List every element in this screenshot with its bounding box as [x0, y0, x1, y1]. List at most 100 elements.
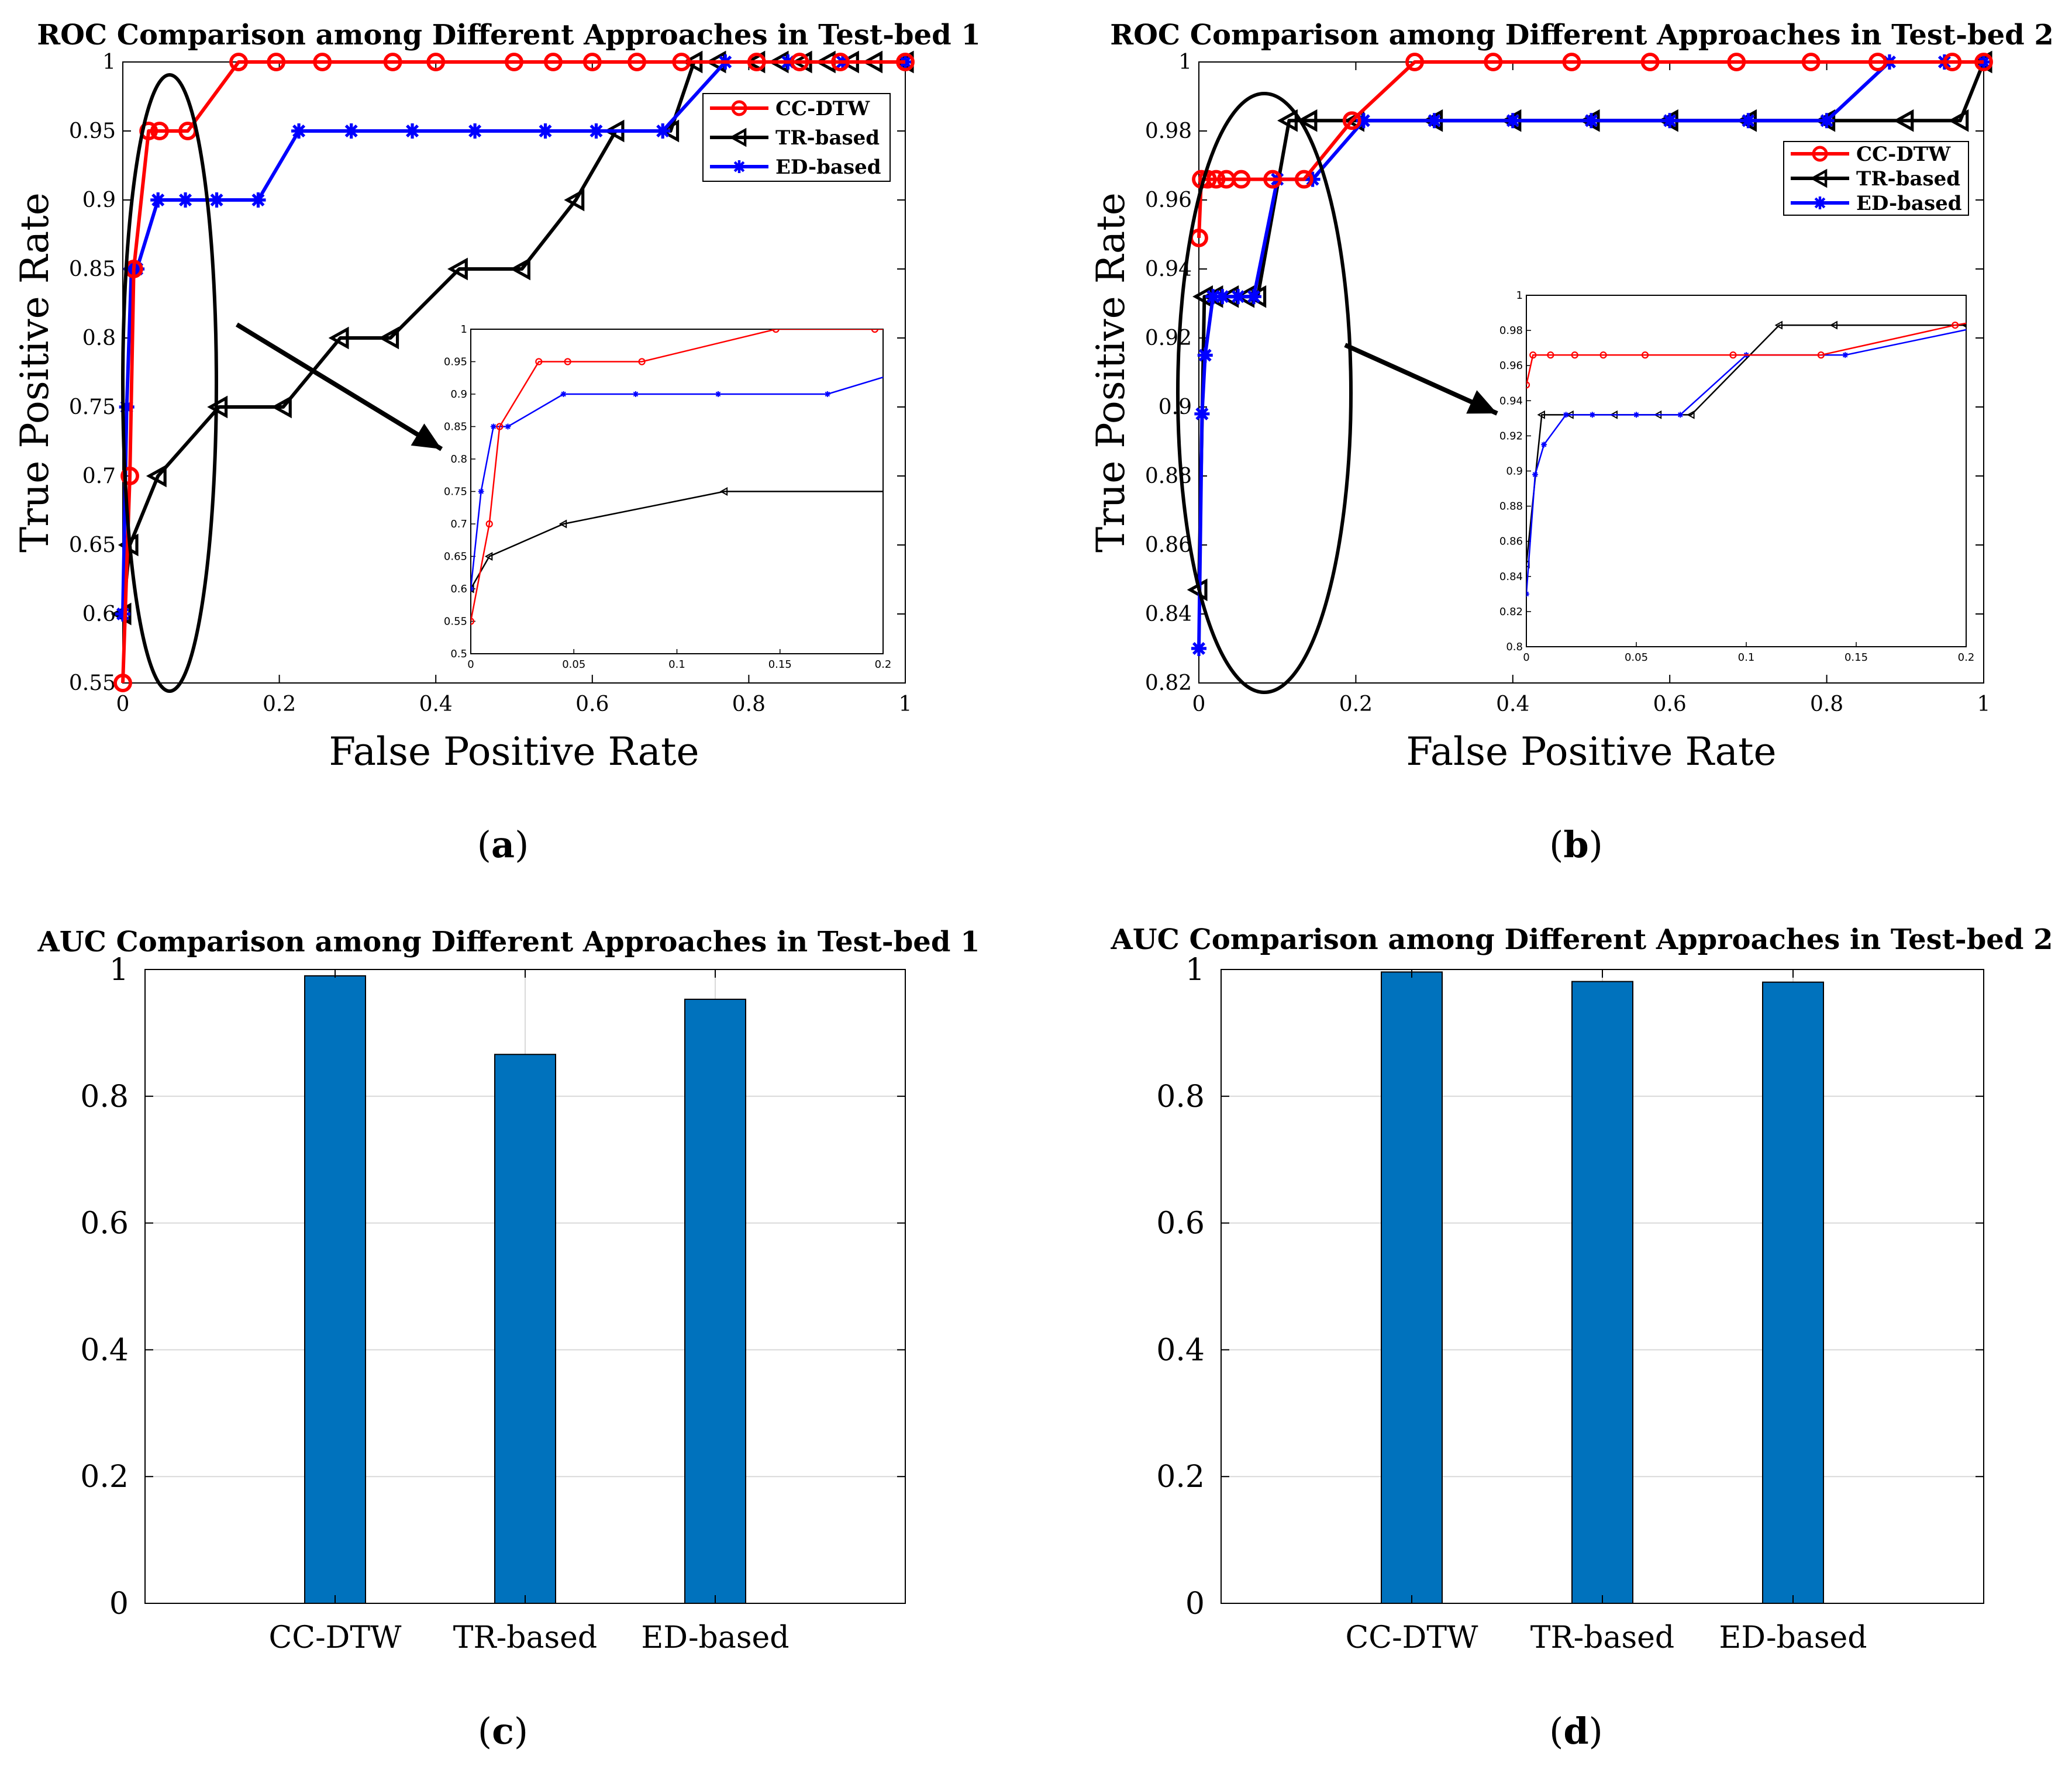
inset-x-tick-label: 0.1 [668, 658, 685, 671]
data-point-cc-dtw [582, 53, 602, 71]
y-tick-label: 0.2 [80, 1459, 129, 1495]
caption-close-paren: ) [514, 1710, 528, 1752]
inset-data-point-ed-based [1541, 441, 1547, 448]
inset-data-point-cc-dtw [471, 617, 475, 625]
x-tick-label: 0 [116, 692, 130, 716]
inset-series-line-tr-based [471, 491, 883, 589]
y-tick-label: 0.95 [69, 119, 116, 143]
data-point-ed-based [1230, 289, 1246, 305]
inset-y-tick-label: 0.96 [1499, 360, 1523, 372]
inset-x-tick-label: 0 [467, 658, 474, 671]
y-tick-label: 0 [109, 1586, 129, 1621]
inset-y-tick-label: 0.86 [1499, 536, 1523, 548]
x-tick-label: 0.8 [732, 692, 766, 716]
x-tick-label: 1 [899, 692, 912, 716]
caption-letter: c [492, 1710, 514, 1752]
data-point-ed-based [115, 606, 130, 622]
inset-series-group [1526, 320, 1966, 597]
panel-caption: (d) [1549, 1710, 1603, 1752]
inset-x-tick-label: 0.1 [1738, 651, 1755, 664]
inset-y-tick-label: 1 [461, 323, 467, 336]
caption-open-paren: ( [477, 823, 491, 866]
inset-data-point-ed-based [1589, 412, 1595, 418]
data-point-ed-based [1194, 406, 1210, 422]
inset-y-tick-label: 0.65 [444, 551, 467, 563]
data-point-cc-dtw [672, 53, 691, 71]
inset-data-point-ed-based [490, 423, 497, 430]
chart-panel-a: ROC Comparison among Different Approache… [12, 19, 981, 866]
y-tick-label: 0.6 [1156, 1206, 1205, 1241]
data-point-cc-dtw [1974, 53, 1993, 71]
caption-close-paren: ) [515, 823, 529, 866]
x-tick-label: 0.6 [575, 692, 609, 716]
data-point-cc-dtw [150, 122, 169, 140]
y-tick-label: 0.86 [1145, 533, 1192, 557]
inset-data-point-ed-based [1633, 412, 1639, 418]
chart-panel-d: AUC Comparison among Different Approache… [1111, 923, 2053, 1752]
data-point-ed-based [343, 123, 359, 139]
data-point-cc-dtw [313, 53, 332, 71]
data-point-ed-based [1584, 113, 1599, 129]
data-point-tr-based [1277, 109, 1298, 132]
bar-ed-based [684, 998, 746, 1604]
inset-series-line-cc-dtw [471, 329, 883, 622]
legend-label-cc-dtw: CC-DTW [1856, 143, 1951, 166]
inset-x-tick-label: 0.2 [1958, 651, 1975, 664]
y-tick-label: 0.8 [1156, 1079, 1205, 1114]
y-tick-label: 0.4 [80, 1333, 129, 1368]
data-point-ed-based [1740, 113, 1756, 129]
data-point-ed-based [1215, 289, 1230, 305]
inset-data-point-cc-dtw [1599, 351, 1607, 359]
inset-data-point-tr-based [484, 552, 493, 561]
inset-y-tick-label: 0.92 [1499, 430, 1523, 442]
inset-y-tick-label: 0.84 [1499, 571, 1523, 583]
data-point-ed-based [119, 399, 135, 415]
inset-data-point-cc-dtw [564, 358, 571, 365]
inset-x-tick-label: 0.05 [1625, 651, 1648, 664]
bar-tr-based [494, 1054, 556, 1604]
inset-data-point-tr-based [1687, 410, 1695, 419]
data-point-cc-dtw [1868, 53, 1887, 71]
panel-caption: (b) [1549, 823, 1603, 866]
data-point-cc-dtw [1484, 53, 1503, 71]
y-tick-label: 0.8 [80, 1079, 129, 1114]
data-point-cc-dtw [831, 53, 850, 71]
y-tick-label: 0.9 [82, 188, 116, 212]
caption-letter: a [491, 823, 515, 866]
y-tick-label: 1 [1185, 953, 1205, 988]
y-tick-label: 1 [102, 50, 116, 74]
legend-marker-tr-based [1809, 168, 1828, 188]
legend-label-cc-dtw: CC-DTW [775, 97, 870, 120]
caption-open-paren: ( [1549, 1710, 1563, 1752]
x-tick-label: 0.4 [419, 692, 453, 716]
inset-data-point-ed-based [633, 391, 639, 397]
inset-data-point-ed-based [1563, 412, 1569, 418]
legend-label-ed-based: ED-based [1856, 192, 1962, 215]
legend-marker-tr-based [729, 127, 747, 147]
x-tick-label: 0 [1192, 692, 1206, 716]
y-tick-label: 0.75 [69, 395, 116, 419]
data-point-ed-based [1205, 289, 1221, 305]
inset-y-tick-label: 0.9 [1506, 465, 1523, 478]
data-point-ed-based [291, 123, 307, 139]
y-axis-label: True Positive Rate [1088, 192, 1133, 553]
inset-data-point-cc-dtw [485, 520, 493, 528]
inset-y-tick-label: 0.7 [450, 518, 467, 530]
data-point-cc-dtw [505, 53, 523, 71]
inset-y-tick-label: 0.8 [450, 453, 467, 465]
bar-tr-based [1571, 981, 1633, 1604]
data-point-cc-dtw [1640, 53, 1660, 71]
x-tick-label: 0.8 [1810, 692, 1843, 716]
caption-close-paren: ) [1589, 1710, 1603, 1752]
data-point-cc-dtw [747, 53, 766, 71]
inset-data-point-tr-based [1774, 320, 1783, 330]
y-tick-label: 0 [1185, 1586, 1205, 1621]
data-point-cc-dtw [896, 53, 915, 71]
data-point-ed-based [467, 123, 483, 139]
legend-marker-cc-dtw [731, 100, 747, 116]
data-point-ed-based [655, 123, 671, 139]
data-point-ed-based [1662, 113, 1678, 129]
x-tick-label: 0.2 [1339, 692, 1373, 716]
data-point-cc-dtw [1232, 170, 1251, 189]
data-point-cc-dtw [790, 53, 809, 71]
